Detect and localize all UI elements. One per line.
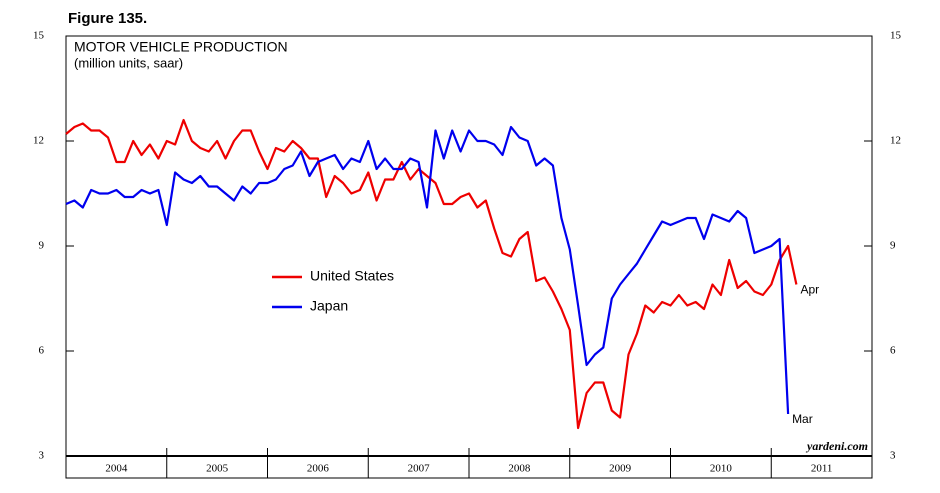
x-tick-label: 2006 [307, 463, 330, 475]
y2-tick-label: 9 [890, 240, 896, 252]
end-label: Mar [792, 412, 813, 426]
y-tick-label: 15 [33, 30, 45, 42]
legend-label: United States [310, 268, 394, 284]
x-tick-label: 2008 [508, 463, 531, 475]
x-tick-label: 2007 [408, 463, 431, 475]
x-tick-label: 2004 [105, 463, 128, 475]
y-tick-label: 3 [39, 450, 45, 462]
series-line [65, 125, 790, 415]
figure-label: Figure 135. [68, 10, 147, 27]
end-label: Apr [800, 283, 819, 297]
chart-subtitle: (million units, saar) [74, 55, 183, 70]
y2-tick-label: 6 [890, 345, 896, 357]
x-tick-label: 2010 [710, 463, 733, 475]
x-tick-label: 2009 [609, 463, 632, 475]
y-tick-label: 12 [33, 135, 44, 147]
x-tick-label: 2005 [206, 463, 229, 475]
frame [65, 35, 873, 479]
x-tick-label: 2011 [811, 463, 833, 475]
y-tick-label: 9 [39, 240, 45, 252]
y2-tick-label: 15 [890, 30, 902, 42]
legend-label: Japan [310, 298, 348, 314]
y2-tick-label: 12 [890, 135, 901, 147]
source: yardeni.com [805, 439, 868, 453]
chart-title: MOTOR VEHICLE PRODUCTION [74, 39, 288, 55]
series-line [65, 118, 798, 430]
y-tick-label: 6 [39, 345, 45, 357]
y2-tick-label: 3 [890, 450, 896, 462]
